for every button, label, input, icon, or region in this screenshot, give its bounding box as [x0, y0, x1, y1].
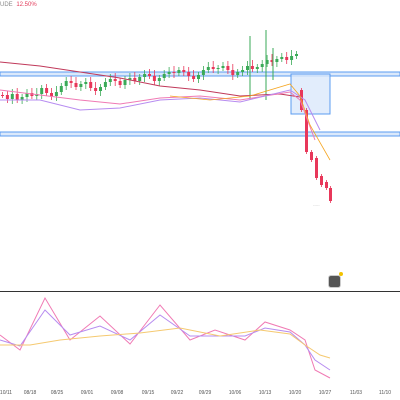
candle: [84, 82, 88, 84]
candle: [128, 78, 132, 80]
candle: [182, 70, 186, 72]
candle: [226, 66, 230, 70]
chart-settings-button[interactable]: [329, 276, 340, 287]
candle: [94, 88, 98, 91]
candle: [192, 76, 196, 79]
candle: [118, 81, 122, 85]
candle: [5, 95, 9, 99]
candle: [167, 72, 171, 74]
candle: [255, 67, 259, 69]
x-axis-label: 09/01: [80, 390, 94, 396]
highlight-box: [290, 73, 331, 115]
candle: [40, 88, 44, 94]
candle: [103, 82, 107, 87]
ma-short-line: [169, 83, 331, 161]
candle: [270, 60, 274, 62]
candle: [305, 110, 308, 152]
candle: [69, 81, 73, 83]
candle: [50, 93, 53, 96]
ticker-label: UDE 12.50%: [0, 2, 37, 8]
candle: [315, 158, 318, 178]
candle: [113, 79, 117, 81]
x-axis-label: 09/22: [170, 390, 184, 396]
candle: [64, 81, 68, 86]
candle: [231, 70, 235, 75]
candle: [162, 74, 166, 78]
candle: [20, 97, 24, 100]
candle: [329, 188, 332, 201]
candle: [310, 152, 313, 160]
ma-fast-line: [0, 89, 321, 131]
x-axis-label: 10/20: [288, 390, 302, 396]
candle: [99, 87, 102, 91]
candle: [295, 54, 298, 56]
x-axis-label: 10/11: [0, 390, 13, 396]
candle: [10, 94, 14, 99]
candle: [241, 70, 245, 72]
candle: [30, 93, 34, 96]
x-axis-label: 11/10: [378, 390, 392, 396]
x-axis-label: 10/13: [258, 390, 272, 396]
candle: [138, 77, 142, 81]
candle: [74, 83, 78, 87]
candle: [290, 56, 294, 60]
notification-dot-icon: [339, 272, 343, 276]
candle: [280, 57, 284, 59]
osc-fast-line: [0, 296, 331, 379]
candle: [157, 78, 161, 81]
candle: [216, 68, 220, 69]
candle: [177, 70, 181, 73]
candle: [197, 75, 200, 79]
candle: [246, 66, 249, 70]
lower-zone: [0, 131, 400, 137]
symbol-text: UDE: [0, 2, 13, 8]
candle: [133, 78, 137, 81]
candle: [211, 67, 215, 69]
ma-long-line: [0, 61, 301, 98]
osc-signal-line: [0, 327, 331, 359]
candle: [236, 72, 240, 75]
candle: [143, 74, 147, 77]
candle: [325, 182, 328, 188]
candle: [148, 74, 151, 76]
candle: [79, 84, 83, 87]
candle: [285, 57, 289, 60]
x-axis-label: 11/03: [349, 390, 363, 396]
candle: [260, 64, 264, 67]
x-axis-label: 09/08: [110, 390, 124, 396]
candle: [265, 60, 269, 64]
candle: [45, 88, 49, 93]
x-axis-label: 10/27: [318, 390, 332, 396]
pane-separator[interactable]: [0, 291, 400, 292]
x-axis-label: 10/06: [228, 390, 242, 396]
candle: [250, 66, 254, 69]
candle: [123, 80, 127, 85]
osc-mid-line: [0, 309, 331, 371]
candle: [59, 86, 63, 92]
candle: [275, 59, 279, 62]
candle: [89, 82, 93, 88]
change-percent: 12.50%: [16, 2, 37, 8]
x-axis-label: 09/29: [198, 390, 212, 396]
candle: [221, 66, 225, 68]
candle: [25, 93, 29, 97]
candle: [108, 79, 112, 82]
candle: [201, 70, 205, 75]
candle: [172, 72, 176, 73]
x-axis-label: 08/18: [23, 390, 37, 396]
candle: [152, 76, 156, 81]
candle: [320, 176, 323, 185]
x-axis-label: 09/15: [141, 390, 155, 396]
x-axis-label: 08/25: [50, 390, 64, 396]
candle: [54, 92, 58, 96]
candle: [15, 94, 19, 100]
candle: [1, 95, 4, 96]
ghost-label: -----: [313, 202, 320, 207]
candle: [206, 67, 210, 70]
candle: [187, 72, 191, 76]
